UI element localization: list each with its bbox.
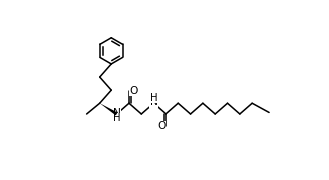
Text: H: H [150, 93, 157, 103]
Text: N: N [113, 108, 120, 118]
Text: H: H [113, 113, 120, 123]
Text: N: N [150, 97, 158, 107]
Text: O: O [129, 86, 138, 96]
Text: O: O [157, 121, 165, 131]
Polygon shape [100, 103, 117, 115]
